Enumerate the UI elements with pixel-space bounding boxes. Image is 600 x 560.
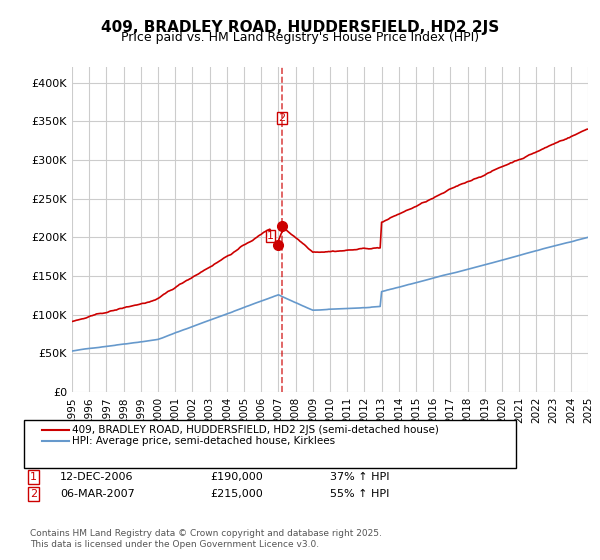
Text: 409, BRADLEY ROAD, HUDDERSFIELD, HD2 2JS: 409, BRADLEY ROAD, HUDDERSFIELD, HD2 2JS <box>101 20 499 35</box>
Text: 12-DEC-2006: 12-DEC-2006 <box>60 472 133 482</box>
Text: 37% ↑ HPI: 37% ↑ HPI <box>330 472 389 482</box>
Text: Price paid vs. HM Land Registry's House Price Index (HPI): Price paid vs. HM Land Registry's House … <box>121 31 479 44</box>
Text: 1: 1 <box>30 472 37 482</box>
Text: 2: 2 <box>278 113 286 123</box>
Text: 2: 2 <box>30 489 37 499</box>
Text: 55% ↑ HPI: 55% ↑ HPI <box>330 489 389 499</box>
Text: 06-MAR-2007: 06-MAR-2007 <box>60 489 135 499</box>
Text: 1: 1 <box>268 231 274 241</box>
Text: Contains HM Land Registry data © Crown copyright and database right 2025.
This d: Contains HM Land Registry data © Crown c… <box>30 529 382 549</box>
Text: £190,000: £190,000 <box>210 472 263 482</box>
Text: £215,000: £215,000 <box>210 489 263 499</box>
Text: HPI: Average price, semi-detached house, Kirklees: HPI: Average price, semi-detached house,… <box>72 436 335 446</box>
Text: 409, BRADLEY ROAD, HUDDERSFIELD, HD2 2JS (semi-detached house): 409, BRADLEY ROAD, HUDDERSFIELD, HD2 2JS… <box>72 424 439 435</box>
